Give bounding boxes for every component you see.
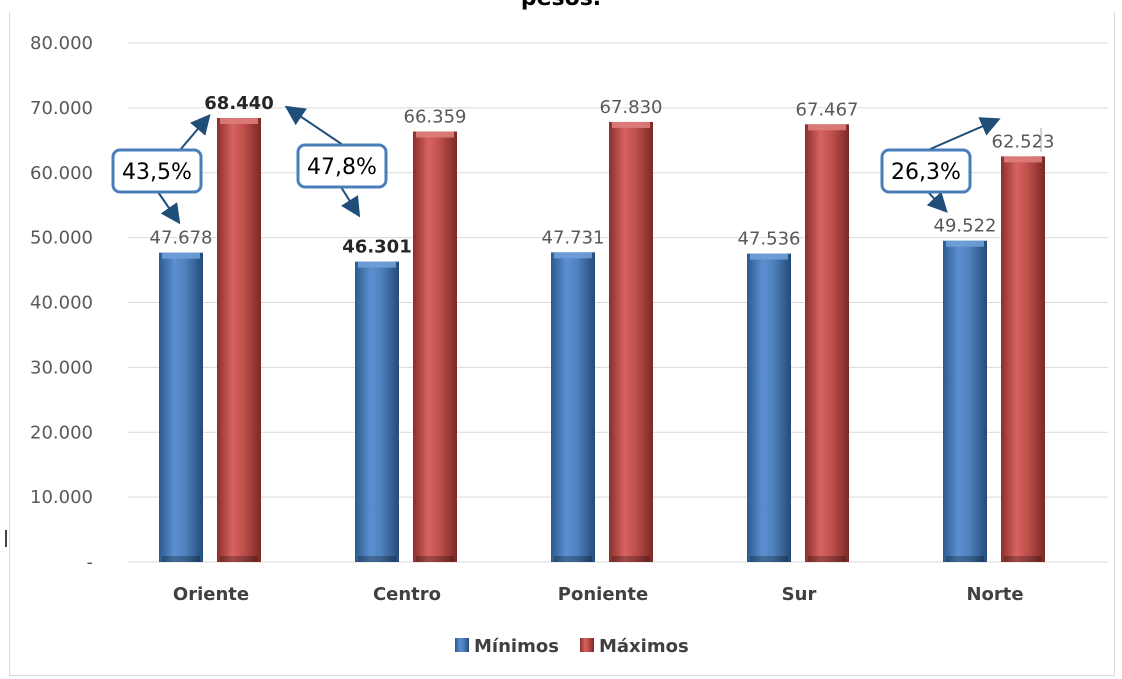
bar-maximos-sur	[805, 124, 849, 563]
data-label: 47.731	[542, 227, 605, 248]
bar-bevel-top	[416, 131, 454, 138]
bar-bevel-top	[358, 261, 396, 268]
y-tick-label: 70.000	[30, 98, 93, 119]
bar-bevel-bottom	[416, 556, 454, 562]
bar-minimos-poniente	[551, 252, 595, 562]
bar-bevel-top	[612, 121, 650, 128]
bar-minimos-centro	[355, 261, 399, 562]
callout-arrow	[926, 191, 948, 213]
data-label: 68.440	[204, 93, 273, 114]
callout-label: 43,5%	[122, 160, 192, 185]
bar-bevel-top	[750, 253, 788, 260]
category-label: Poniente	[558, 584, 648, 605]
bar-minimos-norte	[943, 240, 987, 563]
bars	[159, 117, 1045, 563]
data-label: 66.359	[404, 106, 467, 127]
chart-title: pesos.	[0, 0, 1122, 11]
bar-bevel-bottom	[750, 556, 788, 562]
y-tick-label: 30.000	[30, 357, 93, 378]
legend-swatch	[580, 638, 594, 652]
callout-box	[296, 143, 388, 189]
y-tick-label: 10.000	[30, 487, 93, 508]
chart-frame	[9, 12, 1115, 676]
x-axis: Oriente Centro Poniente Sur Norte	[173, 584, 1024, 605]
bar-maximos-centro	[413, 131, 457, 563]
legend-swatch	[455, 638, 469, 652]
bar-maximos-poniente	[609, 121, 653, 562]
data-label: 67.467	[796, 99, 859, 120]
bar-bevel-bottom	[220, 556, 258, 562]
callout-arrow	[284, 105, 344, 146]
bar-bevel-top	[1004, 156, 1042, 163]
callout-arrow	[340, 186, 361, 218]
data-label: 47.536	[738, 229, 801, 250]
data-label: 46.301	[342, 237, 411, 258]
legend: Mínimos Máximos	[455, 636, 689, 657]
bar-bevel-bottom	[808, 556, 846, 562]
data-labels: 47.678 68.440 46.301 66.359 47.731 67.830 47.5…	[150, 93, 1055, 258]
bar-minimos-oriente	[159, 252, 203, 563]
bar-bevel-bottom	[554, 556, 592, 562]
bar-bevel-top	[162, 252, 200, 259]
y-tick-label: -	[87, 552, 94, 573]
data-label: 47.678	[150, 228, 213, 249]
bar-bevel-bottom	[358, 556, 396, 562]
annotations: 43,5% 47,8% 26,3%	[111, 105, 1042, 225]
legend-label: Máximos	[599, 636, 689, 657]
callout-label: 26,3%	[891, 160, 961, 185]
y-tick-label: 40.000	[30, 293, 93, 314]
bar-bevel-top	[946, 240, 984, 247]
bar-maximos-oriente	[217, 117, 261, 563]
category-label: Oriente	[173, 584, 249, 605]
bar-bevel-bottom	[1004, 556, 1042, 562]
text-cursor-mark	[5, 530, 7, 547]
callout-box	[880, 148, 972, 194]
callout-label: 47,8%	[307, 155, 377, 180]
y-tick-label: 80.000	[30, 33, 93, 54]
category-label: Norte	[966, 584, 1023, 605]
bar-bevel-top	[808, 124, 846, 131]
data-label: 49.522	[934, 216, 997, 237]
legend-label: Mínimos	[474, 636, 559, 657]
bar-bevel-top	[220, 117, 258, 124]
data-label: 62.523	[992, 131, 1055, 152]
callout-box	[111, 148, 203, 194]
callout-arrow	[179, 113, 211, 151]
bar-bevel-bottom	[946, 556, 984, 562]
bar-bevel-top	[554, 252, 592, 259]
data-label: 67.830	[600, 97, 663, 118]
bar-minimos-sur	[747, 253, 791, 562]
y-axis: - 10.000 20.000 30.000 40.000 50.000 60.000 70.…	[30, 33, 93, 573]
bar-bevel-bottom	[612, 556, 650, 562]
y-tick-label: 20.000	[30, 422, 93, 443]
callout-arrow	[927, 117, 1001, 151]
category-label: Centro	[373, 584, 441, 605]
y-tick-label: 50.000	[30, 228, 93, 249]
bar-bevel-bottom	[162, 556, 200, 562]
callout-arrow	[157, 191, 181, 225]
category-label: Sur	[782, 584, 817, 605]
y-tick-label: 60.000	[30, 163, 93, 184]
bar-maximos-norte	[1001, 156, 1045, 563]
